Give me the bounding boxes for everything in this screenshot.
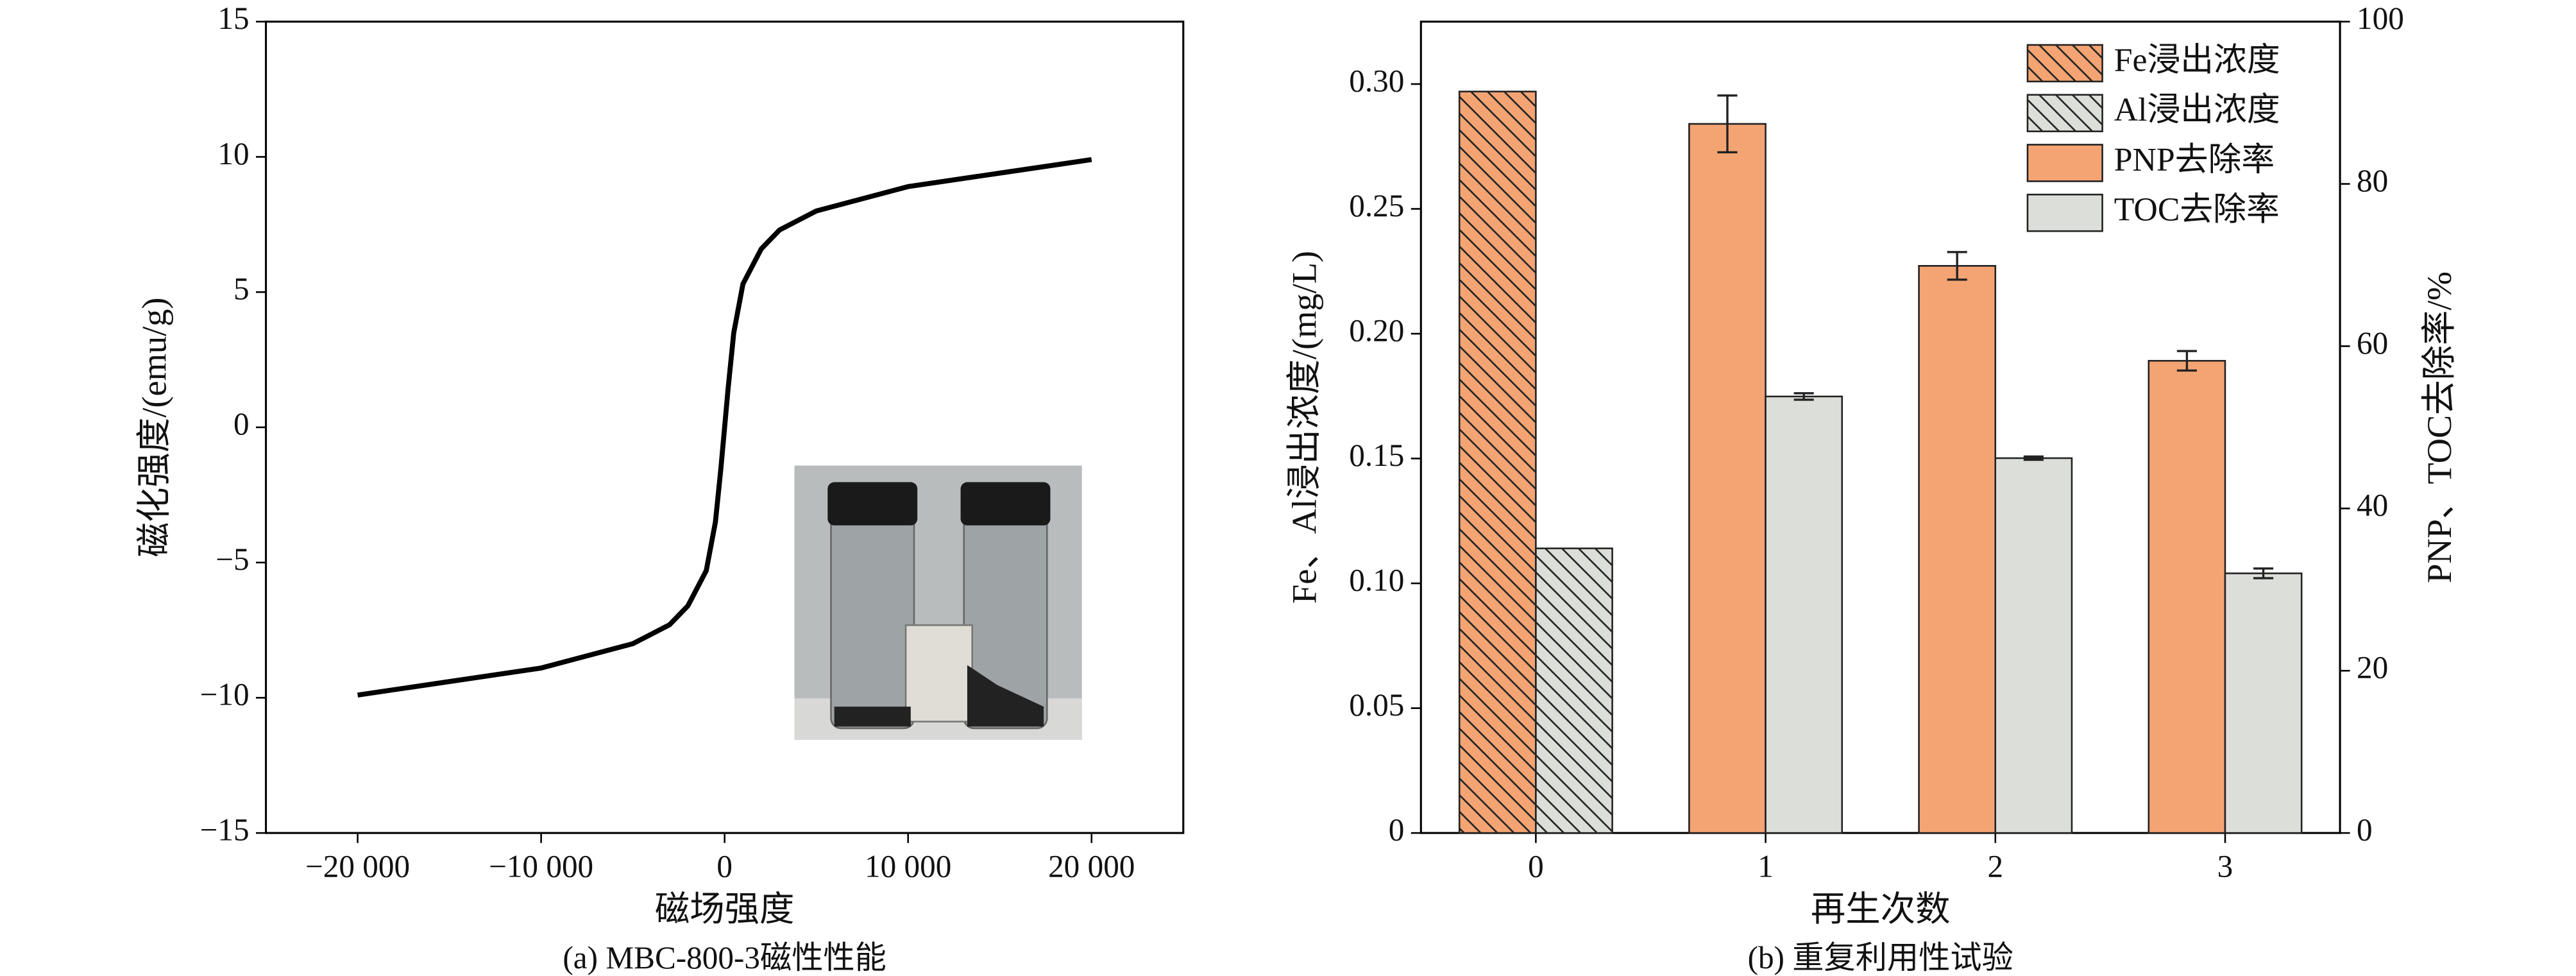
legend-label: PNP去除率 [2114,142,2275,178]
x-axis-label: 再生次数 [1811,890,1951,929]
y2-axis-label: PNP、TOC去除率/% [2420,271,2459,583]
y-tick-label: 0.25 [1349,188,1404,223]
error-bar [1793,392,1814,401]
y-tick-label: −10 [200,677,250,712]
y-tick-label: 5 [233,271,250,306]
error-bar [2023,455,2044,461]
x-tick-label: 1 [1758,848,1774,884]
x-tick-label: 2 [1987,848,2003,884]
y2-tick-label: 60 [2357,325,2388,361]
caption: (a) MBC-800-3磁性性能 [563,940,886,975]
bar [1458,90,1537,834]
y-axis-label: 磁化强度/(emu/g) [135,297,174,557]
y2-tick-label: 80 [2357,163,2388,198]
bar [1994,457,2073,834]
legend-label: Fe浸出浓度 [2114,42,2280,78]
bar [1765,395,1843,834]
y-tick-label: 0.15 [1349,438,1404,473]
x-axis-label: 磁场强度 [655,890,795,929]
error-bar [2253,567,2274,579]
y-tick-label: 10 [217,136,249,171]
y-tick-label: −5 [216,542,249,577]
legend-swatch [2026,94,2103,133]
y2-tick-label: 40 [2357,488,2388,523]
y-axis-label: Fe、Al浸出浓度/(mg/L) [1285,251,1324,604]
legend-swatch [2026,193,2103,232]
y-tick-label: 0.30 [1349,63,1404,98]
x-tick-label: −20 000 [305,848,410,884]
magnetization-curve [357,157,1092,698]
x-tick-label: 20 000 [1048,848,1135,884]
legend-swatch [2026,144,2103,182]
caption: (b) 重复利用性试验 [1748,940,2013,975]
bar [2224,572,2303,834]
y2-tick-label: 0 [2357,812,2373,847]
bar [1688,123,1767,834]
y-tick-label: 0.05 [1349,687,1404,723]
y-tick-label: −15 [200,812,250,847]
x-tick-label: 3 [2217,848,2233,884]
legend-label: Al浸出浓度 [2114,92,2280,128]
x-tick-label: 0 [716,848,733,884]
y-tick-label: 0.10 [1349,562,1404,597]
x-tick-label: 10 000 [865,848,951,884]
error-bar [1717,94,1738,153]
inset-photo [794,465,1082,741]
x-tick-label: −10 000 [489,848,593,884]
y-tick-label: 0 [1389,812,1405,847]
plot-frame [1419,21,2341,834]
y-tick-label: 0.20 [1349,312,1404,348]
y-tick-label: 0 [233,406,250,441]
error-bar [1947,251,1967,281]
error-bar [2176,350,2197,372]
legend-label: TOC去除率 [2114,192,2280,228]
bar [2148,359,2226,834]
y2-tick-label: 20 [2357,650,2388,685]
legend-swatch [2026,44,2103,83]
bar [1918,265,1997,834]
y-tick-label: 15 [217,1,249,36]
bar [1535,547,1613,834]
x-tick-label: 0 [1528,848,1544,884]
y2-tick-label: 100 [2357,1,2404,36]
